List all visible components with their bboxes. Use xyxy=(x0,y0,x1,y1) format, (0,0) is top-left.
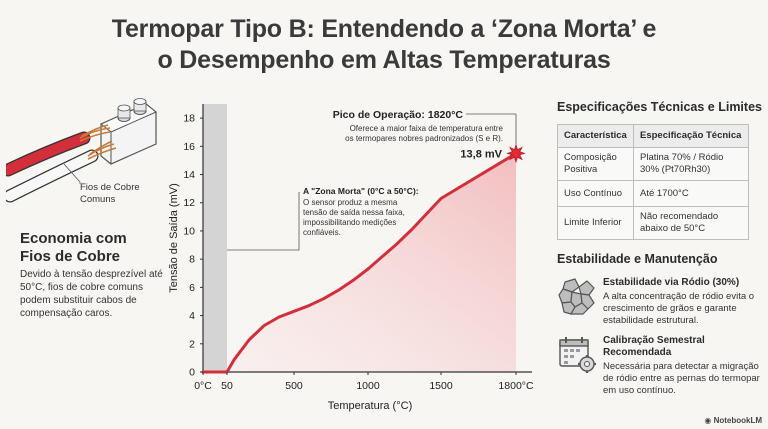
dead-zone-band xyxy=(203,104,227,372)
data-point xyxy=(411,228,413,231)
calibration-item-title: Calibração Semestral Recomendada xyxy=(603,335,705,359)
x-tick-label: 50 xyxy=(221,380,233,392)
y-tick-label: 10 xyxy=(183,225,195,237)
dead-zone-annotation-text: impossibilitando medições xyxy=(303,218,396,227)
data-point xyxy=(487,169,489,172)
y-tick-label: 0 xyxy=(189,367,195,379)
table-row: Limite Inferior Não recomendado abaixo d… xyxy=(557,206,749,240)
economy-title-line2: Fios de Cobre xyxy=(20,248,121,265)
dead-zone-annotation-text: confiáveis. xyxy=(303,228,341,237)
data-point xyxy=(248,338,251,341)
x-tick-label: 0°C xyxy=(194,380,212,392)
peak-annotation-text: Oferece a maior faixa de temperatura ent… xyxy=(350,124,504,133)
peak-value-label: 13,8 mV xyxy=(460,148,502,160)
page-title-line2: o Desempenho em Altas Temperaturas xyxy=(157,46,611,74)
data-point xyxy=(352,279,354,282)
data-point xyxy=(233,358,236,361)
data-point xyxy=(381,255,384,258)
data-point xyxy=(337,289,340,291)
economy-text: Devido à tensão desprezível até 50°C, fi… xyxy=(20,269,163,319)
specs-title: Especificações Técnicas e Limites xyxy=(557,100,762,114)
stability-title: Estabilidade e Manutenção xyxy=(557,252,718,266)
y-tick-label: 16 xyxy=(183,141,195,153)
wire-label: Fios de Cobre Comuns xyxy=(80,182,140,206)
data-point xyxy=(293,310,295,313)
wire-label-line2: Comuns xyxy=(80,194,116,205)
peak-annotation-title: Pico de Operação: 1820°C xyxy=(333,109,464,121)
specs-header-characteristic: Característica xyxy=(557,124,634,148)
chart-svg: 0 2 4 6 8 10 12 14 16 18 0°C 50 500 1000 1500 1800°C Tem… xyxy=(168,104,534,412)
x-tick-label: 500 xyxy=(285,380,303,392)
dead-zone-annotation-title: A "Zona Morta" (0°C a 50°C): xyxy=(303,186,419,196)
data-point xyxy=(278,316,280,318)
spec-cell: Composição Positiva xyxy=(557,147,634,181)
data-point xyxy=(263,324,266,327)
grain-structure-icon xyxy=(557,276,597,316)
peak-annotation-text: os termopares nobres padronizados (S e R… xyxy=(345,134,503,143)
spec-cell: Limite Inferior xyxy=(557,206,634,240)
data-point xyxy=(308,304,310,307)
y-tick-label: 18 xyxy=(183,113,195,125)
terminal-block-icon xyxy=(100,98,157,165)
data-point xyxy=(322,297,325,300)
x-axis-label: Temperatura (°C) xyxy=(328,400,412,412)
page-title: Termopar Tipo B: Entendendo a ‘Zona Mort… xyxy=(0,14,768,76)
y-tick-label: 2 xyxy=(189,338,195,350)
spec-cell: Até 1700°C xyxy=(633,180,749,207)
economy-title-line1: Economia com xyxy=(20,230,127,247)
thermocouple-chart: 0 2 4 6 8 10 12 14 16 18 0°C 50 500 1000 1500 1800°C Tem… xyxy=(160,96,550,422)
y-tick-label: 6 xyxy=(189,282,195,294)
x-tick-label: 1000 xyxy=(356,380,380,392)
table-row: Uso Contínuo Até 1700°C xyxy=(557,180,749,207)
spec-cell: Platina 70% / Ródio 30% (Pt70Rh30) xyxy=(633,147,749,181)
y-tick-label: 4 xyxy=(189,310,195,322)
data-point xyxy=(367,268,369,270)
data-point xyxy=(440,197,442,200)
x-tick-label: 1800°C xyxy=(498,380,534,392)
calibration-title-line1: Calibração Semestral xyxy=(603,335,705,346)
stability-item-title: Estabilidade via Ródio (30%) xyxy=(603,277,740,288)
x-tick-label: 1500 xyxy=(429,380,453,392)
stability-item-text: A alta concentração de ródio evita o cre… xyxy=(603,291,755,326)
wire-label-line1: Fios de Cobre xyxy=(80,182,140,193)
dead-zone-annotation-text: tensão de saída nessa faixa, xyxy=(303,208,405,217)
brand-logo: ◉ NotebookLM xyxy=(704,416,762,425)
table-row: Composição Positiva Platina 70% / Ródio … xyxy=(557,147,749,181)
copper-wire-illustration xyxy=(1,98,176,210)
dead-zone-connector xyxy=(227,192,300,251)
y-axis-label: Tensão de Saída (mV) xyxy=(168,183,180,292)
data-point xyxy=(396,242,398,245)
brand-name: NotebookLM xyxy=(713,416,762,425)
spec-cell: Não recomendado abaixo de 50°C xyxy=(633,206,749,240)
page-title-line1: Termopar Tipo B: Entendendo a ‘Zona Mort… xyxy=(111,15,657,43)
calibration-item-text: Necessária para detectar a migração de r… xyxy=(603,361,760,396)
data-point xyxy=(425,213,428,215)
peak-marker xyxy=(506,143,526,164)
y-tick-label: 14 xyxy=(183,169,195,181)
specs-header-row: Característica Especificação Técnica xyxy=(557,124,749,148)
notebooklm-icon: ◉ xyxy=(704,416,714,425)
specs-table: Característica Especificação Técnica Com… xyxy=(557,124,749,240)
data-point xyxy=(463,183,466,186)
spec-cell: Uso Contínuo xyxy=(557,180,634,207)
specs-header-specification: Especificação Técnica xyxy=(633,124,749,148)
y-tick-label: 8 xyxy=(189,254,195,266)
economy-title: Economia com Fios de Cobre xyxy=(20,230,127,266)
calendar-gear-icon xyxy=(557,334,597,374)
series-line xyxy=(201,151,518,374)
y-tick-label: 12 xyxy=(183,197,195,209)
dead-zone-annotation-text: O sensor produz a mesma xyxy=(303,198,398,207)
calibration-title-line2: Recomendada xyxy=(603,347,672,358)
